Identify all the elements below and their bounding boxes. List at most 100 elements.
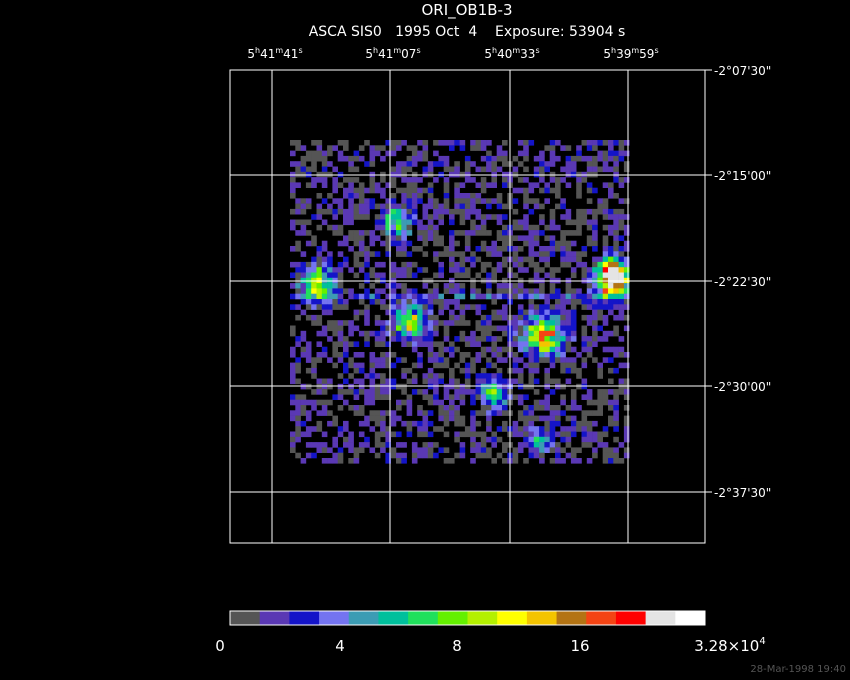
pixel <box>475 198 482 204</box>
pixel <box>321 458 328 464</box>
pixel <box>454 431 460 438</box>
pixel <box>385 383 391 390</box>
pixel <box>475 208 482 215</box>
pixel <box>539 283 545 289</box>
pixel <box>523 410 529 416</box>
pixel <box>517 150 524 157</box>
pixel <box>406 367 413 374</box>
pixel <box>449 145 455 151</box>
pixel <box>311 272 317 279</box>
pixel <box>396 246 402 252</box>
pixel <box>581 293 588 300</box>
pixel <box>549 415 556 422</box>
pixel <box>576 293 582 300</box>
pixel <box>586 187 593 194</box>
pixel <box>332 362 338 369</box>
pixel <box>290 208 296 215</box>
pixel <box>486 150 492 157</box>
pixel <box>358 235 365 241</box>
pixel <box>348 447 354 453</box>
pixel <box>374 336 381 342</box>
pixel <box>348 442 354 448</box>
pixel <box>544 235 550 241</box>
ra-unit: m <box>393 46 401 55</box>
pixel <box>454 436 460 443</box>
pixel <box>369 230 376 236</box>
pixel <box>491 399 497 406</box>
pixel <box>475 389 482 395</box>
pixel <box>565 309 572 316</box>
pixel <box>512 330 519 337</box>
pixel <box>555 378 561 385</box>
pixel <box>470 341 476 347</box>
pixel <box>417 325 423 332</box>
pixel <box>443 304 450 310</box>
pixel <box>337 293 344 300</box>
pixel <box>613 219 619 226</box>
pixel <box>586 288 593 294</box>
pixel <box>570 219 577 226</box>
pixel <box>597 198 603 204</box>
pixel <box>459 214 466 220</box>
pixel <box>555 320 561 326</box>
pixel <box>422 299 429 305</box>
pixel <box>295 420 301 427</box>
pixel <box>576 193 582 199</box>
pixel <box>570 346 577 353</box>
pixel <box>364 314 370 321</box>
pixel <box>523 442 529 448</box>
pixel <box>369 362 376 369</box>
pixel <box>512 261 519 268</box>
pixel <box>316 140 323 146</box>
pixel <box>502 235 508 241</box>
pixel <box>602 140 609 146</box>
pixel <box>602 150 609 157</box>
pixel <box>337 389 344 395</box>
pixel <box>305 182 312 188</box>
pixel <box>411 299 418 305</box>
pixel <box>438 161 444 167</box>
pixel <box>570 405 577 411</box>
pixel <box>523 177 529 183</box>
pixel <box>385 389 391 395</box>
pixel <box>396 304 402 310</box>
pixel <box>623 198 630 204</box>
pixel <box>438 447 444 453</box>
pixel <box>528 352 535 358</box>
pixel <box>443 336 450 342</box>
pixel <box>459 193 466 199</box>
pixel <box>311 426 317 432</box>
pixel <box>321 352 328 358</box>
pixel <box>502 224 508 231</box>
pixel <box>321 166 328 173</box>
pixel <box>343 261 349 268</box>
pixel <box>592 420 598 427</box>
pixel <box>502 389 508 395</box>
pixel <box>358 182 365 188</box>
pixel <box>608 299 614 305</box>
pixel <box>576 373 582 379</box>
pixel <box>401 314 407 321</box>
pixel <box>491 240 497 247</box>
pixel <box>618 235 625 241</box>
pixel <box>364 399 370 406</box>
pixel <box>406 155 413 162</box>
pixel <box>533 314 540 321</box>
pixel <box>390 203 397 210</box>
ra-unit: h <box>255 46 260 55</box>
pixel <box>369 150 376 157</box>
pixel <box>560 447 566 453</box>
pixel <box>586 399 593 406</box>
pixel <box>512 367 519 374</box>
pixel <box>464 272 471 279</box>
pixel <box>592 399 598 406</box>
pixel <box>427 304 434 310</box>
pixel <box>369 383 376 390</box>
pixel <box>422 304 429 310</box>
pixel <box>374 182 381 188</box>
pixel <box>295 283 301 289</box>
pixel <box>337 325 344 332</box>
pixel <box>449 267 455 273</box>
pixel <box>417 198 423 204</box>
pixel <box>592 325 598 332</box>
